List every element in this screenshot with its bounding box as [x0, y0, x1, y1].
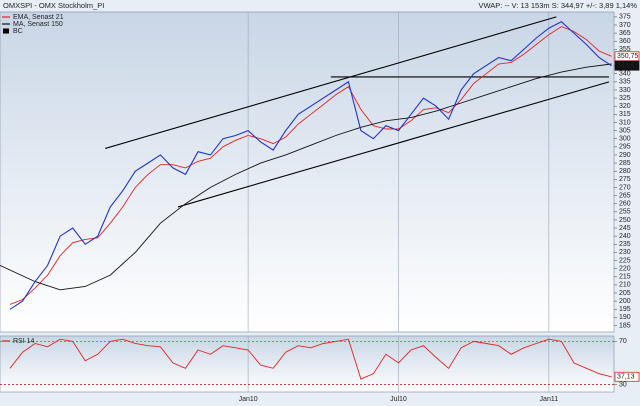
y-tick-label: 300 — [619, 136, 631, 143]
legend-label: BC — [13, 28, 23, 35]
y-tick-label: 290 — [619, 152, 631, 159]
series-line — [0, 63, 612, 291]
y-tick-label: 195 — [619, 306, 631, 313]
y-tick-label: 325 — [619, 95, 631, 102]
y-tick-label: 225 — [619, 257, 631, 264]
y-tick-label: 260 — [619, 201, 631, 208]
y-tick-label: 200 — [619, 298, 631, 305]
y-tick-label: 295 — [619, 144, 631, 151]
y-tick-label: 230 — [619, 249, 631, 256]
y-tick-label: 30 — [619, 381, 627, 388]
y-tick-label: 355 — [619, 46, 631, 53]
legend-swatch — [3, 28, 9, 34]
y-tick-label: 360 — [619, 38, 631, 45]
trendline — [177, 81, 610, 208]
y-tick-label: 220 — [619, 265, 631, 272]
x-tick-label: Jul10 — [390, 396, 407, 403]
y-tick-label: 375 — [619, 14, 631, 21]
x-tick-label: Jan11 — [540, 396, 559, 403]
header-right: VWAP: -- V: 13 153m S: 344,97 +/-: 3,89 … — [479, 1, 638, 10]
legend-label: MA, Senast 150 — [13, 21, 63, 28]
series-line — [9, 338, 612, 380]
y-tick-label: 305 — [619, 127, 631, 134]
y-tick-label: 340 — [619, 71, 631, 78]
last-value-box — [614, 60, 640, 71]
last-value-label: 37,13 — [617, 374, 635, 381]
y-tick-label: 320 — [619, 103, 631, 110]
trendline — [105, 16, 557, 149]
x-tick-label: Jan10 — [239, 396, 258, 403]
series-line — [9, 21, 612, 310]
price-panel — [0, 11, 615, 333]
legend-label: RSI 14 — [13, 338, 35, 345]
y-tick-label: 235 — [619, 241, 631, 248]
y-tick-label: 205 — [619, 290, 631, 297]
y-tick-label: 335 — [619, 79, 631, 86]
y-tick-label: 255 — [619, 209, 631, 216]
y-tick-label: 280 — [619, 168, 631, 175]
y-tick-label: 190 — [619, 314, 631, 321]
y-tick-label: 185 — [619, 322, 631, 329]
y-tick-label: 275 — [619, 176, 631, 183]
last-value-label: 344,97 — [617, 62, 639, 69]
y-tick-label: 70 — [619, 338, 627, 345]
series-line — [9, 26, 612, 305]
y-tick-label: 215 — [619, 274, 631, 281]
last-value-label: 350,75 — [617, 53, 639, 60]
y-tick-label: 285 — [619, 160, 631, 167]
y-tick-label: 245 — [619, 225, 631, 232]
y-tick-label: 315 — [619, 111, 631, 118]
last-value-box — [614, 371, 640, 382]
y-tick-label: 365 — [619, 30, 631, 37]
y-tick-label: 250 — [619, 217, 631, 224]
legend-label: EMA, Senast 21 — [13, 14, 64, 21]
header-left: OMXSPI - OMX Stockholm_PI — [3, 1, 104, 10]
y-tick-label: 310 — [619, 119, 631, 126]
y-tick-label: 210 — [619, 282, 631, 289]
y-tick-label: 240 — [619, 233, 631, 240]
y-tick-label: 265 — [619, 192, 631, 199]
y-tick-label: 330 — [619, 87, 631, 94]
y-tick-label: 370 — [619, 22, 631, 29]
y-tick-label: 270 — [619, 184, 631, 191]
rsi-panel — [0, 335, 615, 393]
